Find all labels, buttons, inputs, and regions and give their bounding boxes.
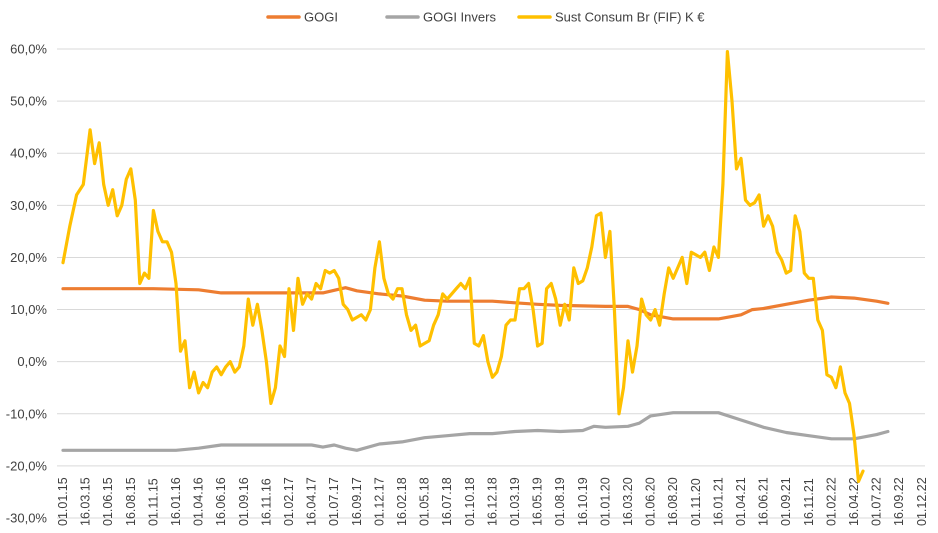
x-tick-label: 16.03.20 (621, 477, 635, 526)
x-tick-label: 01.07.22 (870, 477, 884, 526)
series-lines (61, 50, 890, 484)
x-tick-label: 16.08.20 (666, 477, 680, 526)
x-tick-label: 16.09.22 (892, 477, 906, 526)
x-tick-label: 01.05.18 (418, 477, 432, 526)
x-tick-label: 16.11.16 (259, 478, 273, 526)
x-tick-label: 16.01.21 (711, 477, 725, 526)
x-tick-label: 01.02.22 (824, 477, 838, 526)
x-tick-label: 16.01.16 (169, 477, 183, 526)
x-tick-label: 01.02.17 (282, 477, 296, 526)
x-tick-label: 01.06.20 (644, 477, 658, 526)
x-axis-tick-labels: 01.01.15 16.03.15 01.06.15 16.08.15 01.11.15… (56, 477, 929, 526)
y-axis-tick-labels: -30,0% -20,0% -10,0% 0,0% 10,0% 20,0% 30,0% 40,… (6, 42, 48, 526)
x-tick-label: 01.11.15 (146, 478, 160, 526)
x-tick-label: 01.04.21 (734, 477, 748, 526)
x-tick-label: 01.01.20 (598, 477, 612, 526)
x-tick-label: 16.05.19 (531, 477, 545, 526)
y-tick-label: 0,0% (17, 354, 47, 369)
legend-label: Sust Consum Br (FIF) K € (555, 10, 705, 25)
x-tick-label: 16.06.16 (214, 477, 228, 526)
series-line-1 (61, 411, 890, 452)
x-tick-label: 01.04.16 (192, 477, 206, 526)
series-line-0 (61, 286, 890, 321)
x-tick-label: 01.08.19 (553, 477, 567, 526)
series-line-2 (61, 50, 865, 484)
x-tick-label: 16.07.18 (440, 477, 454, 526)
x-tick-label: 01.06.15 (101, 477, 115, 526)
legend: GOGI GOGI Invers Sust Consum Br (FIF) K € (266, 10, 705, 25)
y-tick-label: 20,0% (10, 250, 47, 265)
x-tick-label: 16.02.18 (395, 477, 409, 526)
x-tick-label: 01.01.15 (56, 477, 70, 526)
y-tick-label: 50,0% (10, 94, 47, 109)
x-tick-label: 01.09.16 (237, 477, 251, 526)
y-tick-label: -10,0% (6, 406, 48, 421)
legend-label: GOGI Invers (423, 10, 496, 25)
x-tick-label: 01.12.22 (915, 477, 929, 526)
y-tick-label: -30,0% (6, 511, 48, 526)
x-tick-label: 01.11.20 (689, 478, 703, 526)
x-tick-label: 01.09.21 (779, 477, 793, 526)
x-tick-label: 16.04.17 (305, 477, 319, 526)
x-tick-label: 16.03.15 (79, 477, 93, 526)
gridlines (57, 48, 925, 519)
legend-label: GOGI (304, 10, 338, 25)
x-tick-label: 16.08.15 (124, 477, 138, 526)
x-tick-label: 01.07.17 (327, 477, 341, 526)
x-tick-label: 16.09.17 (350, 477, 364, 526)
y-tick-label: 10,0% (10, 302, 47, 317)
y-tick-label: 40,0% (10, 146, 47, 161)
x-tick-label: 01.03.19 (508, 477, 522, 526)
x-tick-label: 16.04.22 (847, 477, 861, 526)
x-tick-label: 16.06.21 (757, 477, 771, 526)
x-tick-label: 01.12.17 (372, 477, 386, 526)
x-tick-label: 16.10.19 (576, 477, 590, 526)
x-tick-label: 01.10.18 (463, 477, 477, 526)
y-tick-label: 30,0% (10, 198, 47, 213)
y-tick-label: -20,0% (6, 458, 48, 473)
x-tick-label: 16.12.18 (485, 477, 499, 526)
y-tick-label: 60,0% (10, 42, 47, 57)
x-tick-label: 16.11.21 (802, 478, 816, 526)
